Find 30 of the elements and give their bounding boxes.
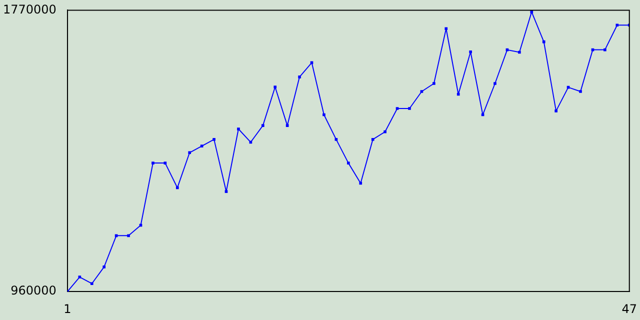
point xyxy=(371,138,374,141)
y-tick-label: 960000 xyxy=(10,284,56,298)
point xyxy=(200,144,204,148)
point xyxy=(127,234,130,238)
point xyxy=(396,107,399,110)
point xyxy=(90,282,94,286)
point xyxy=(274,86,277,88)
point xyxy=(444,27,448,30)
point xyxy=(530,10,534,14)
point xyxy=(616,24,619,27)
x-tick-label: 47 xyxy=(622,302,638,316)
point xyxy=(310,61,314,64)
point xyxy=(334,138,338,141)
x-tick-label: 1 xyxy=(64,302,72,316)
point xyxy=(518,50,521,54)
point xyxy=(542,40,546,44)
point xyxy=(261,124,264,127)
point xyxy=(164,162,167,164)
point xyxy=(359,182,362,185)
point xyxy=(384,130,386,134)
point xyxy=(224,190,228,193)
point xyxy=(322,113,326,116)
point xyxy=(604,48,606,52)
point xyxy=(78,276,82,278)
point xyxy=(188,151,192,154)
point xyxy=(176,186,179,190)
y-tick-label: 1770000 xyxy=(2,2,56,16)
point xyxy=(420,90,424,93)
point xyxy=(286,124,289,127)
point xyxy=(456,92,460,96)
